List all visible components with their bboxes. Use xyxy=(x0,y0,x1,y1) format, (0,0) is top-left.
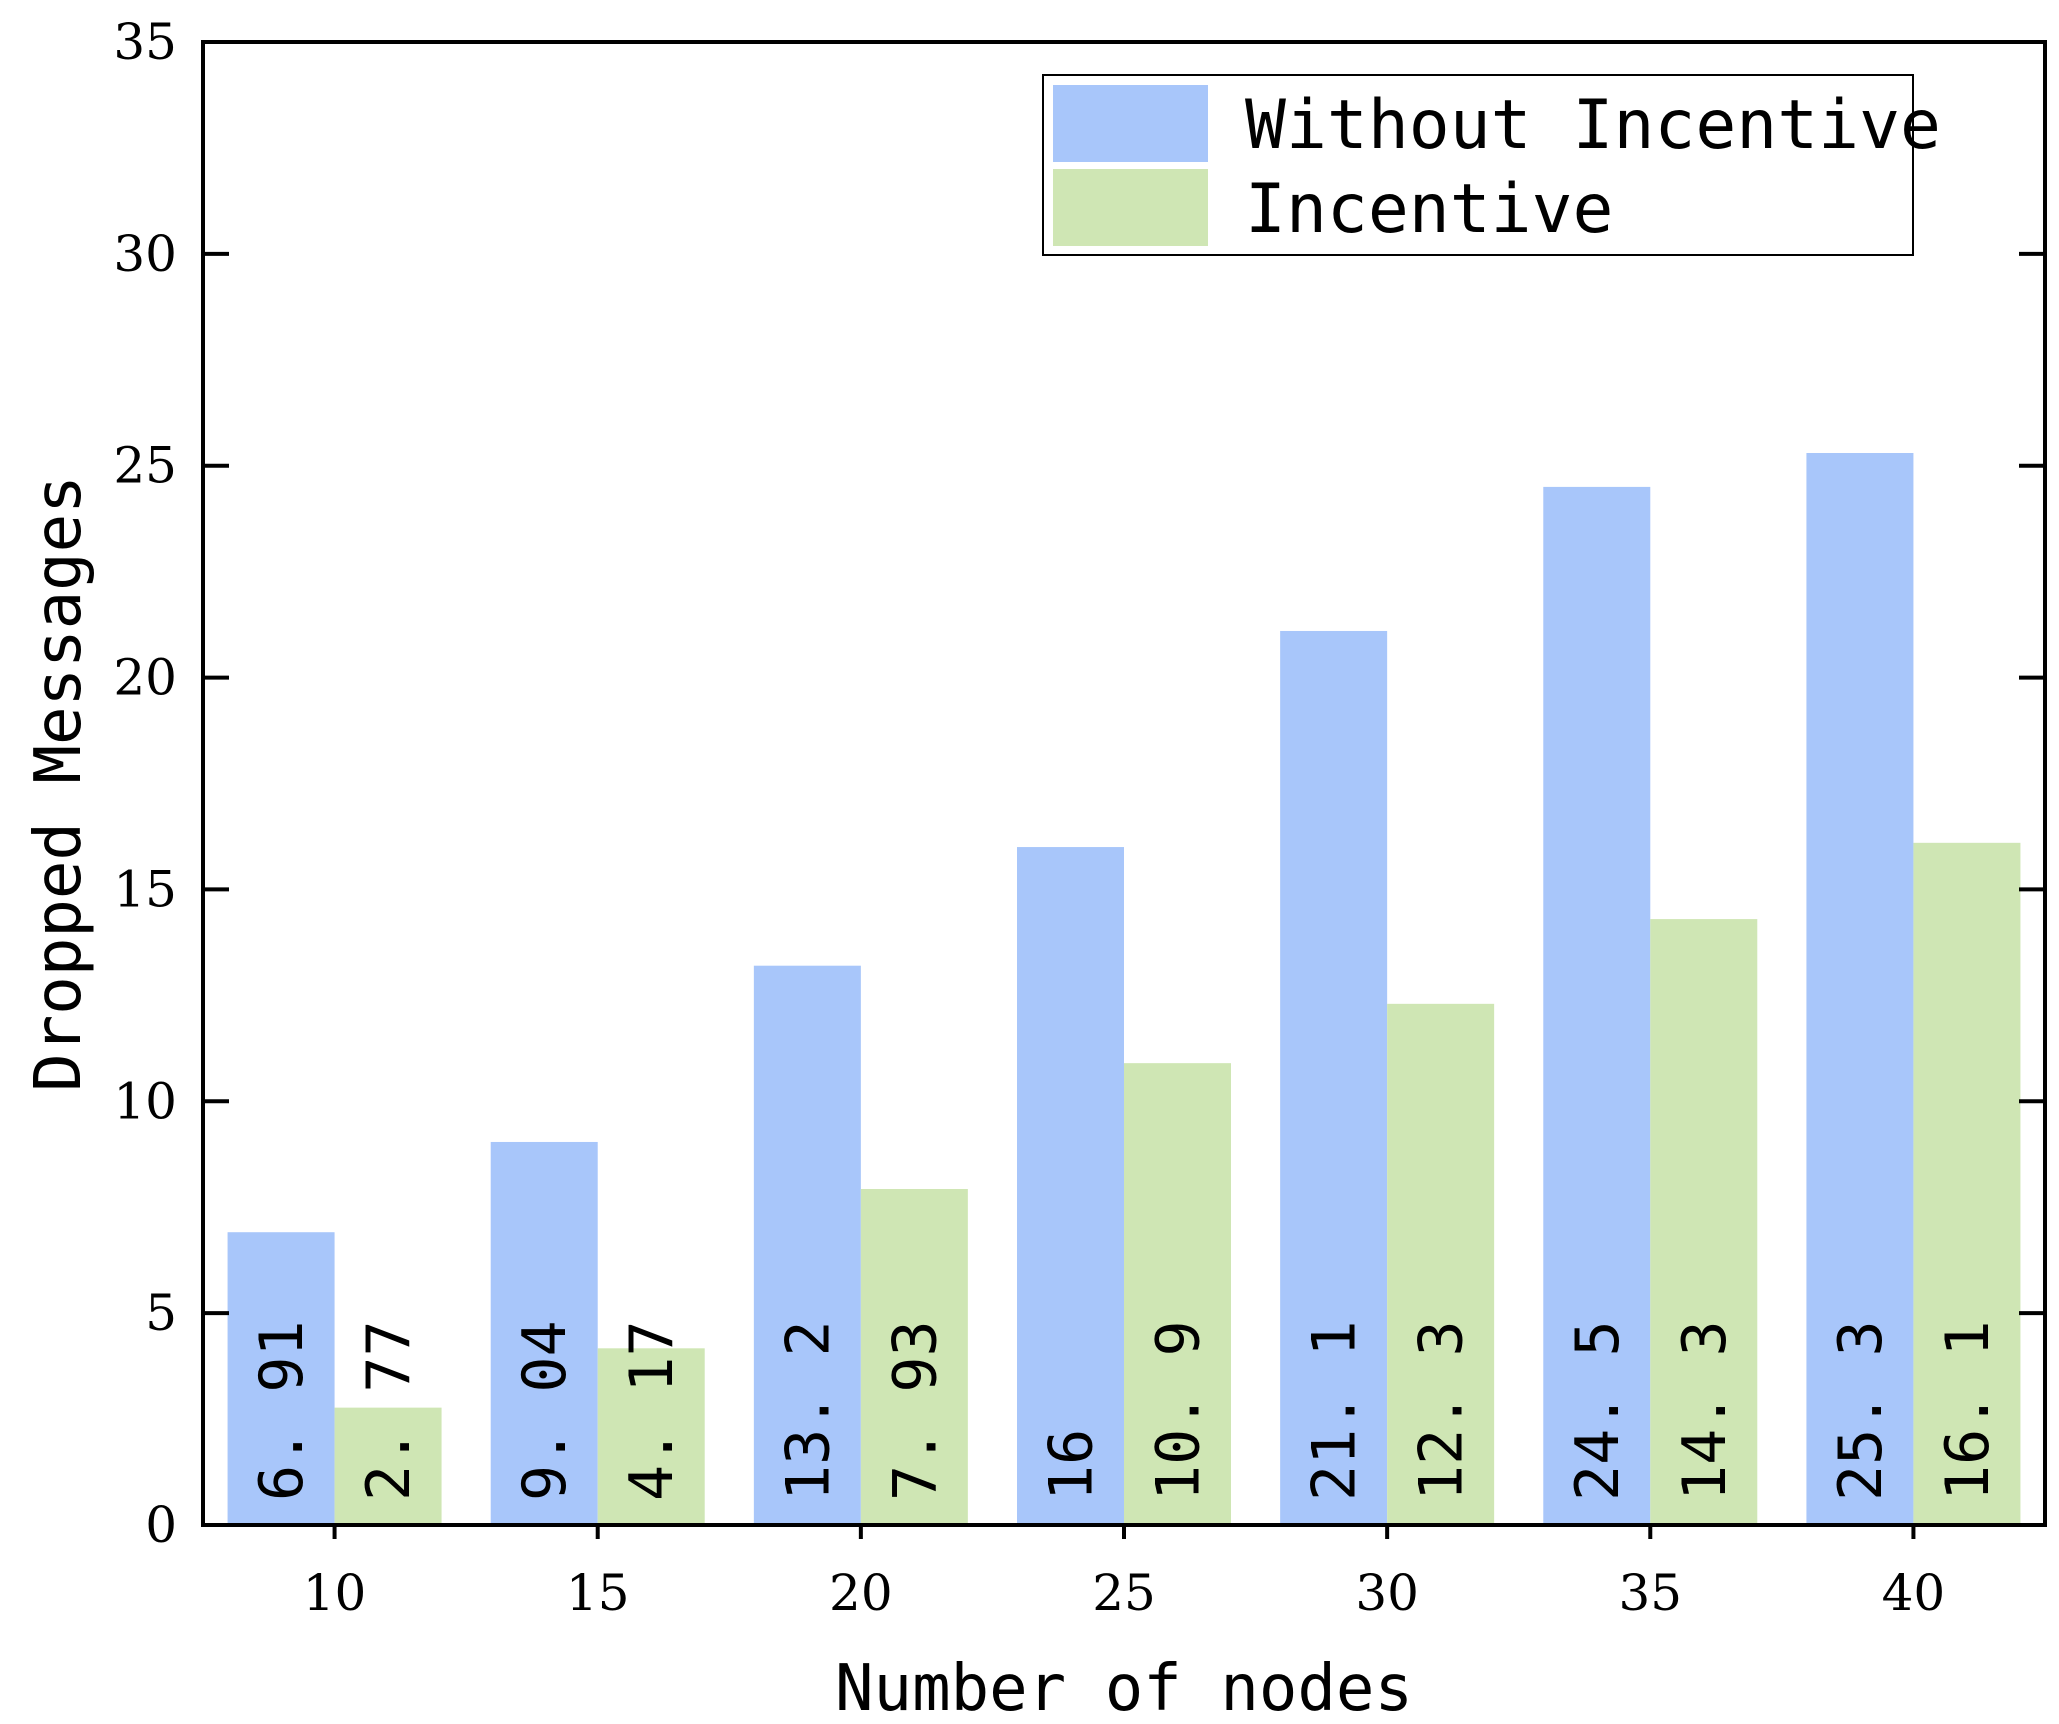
bar-incentive-15 xyxy=(597,1348,705,1525)
x-tick-label: 20 xyxy=(829,1564,893,1622)
bar-without-incentive-40 xyxy=(1806,453,1914,1525)
data-labels-layer: 6. 91 9. 04 13. 2 16 21. 1 24. 5 25. 3 2. 77 4. … xyxy=(247,1320,2003,1501)
y-tick-label: 5 xyxy=(145,1284,177,1342)
x-tick-label: 35 xyxy=(1618,1564,1682,1622)
y-tick-label: 25 xyxy=(113,437,177,495)
bars-layer xyxy=(227,453,2021,1525)
y-tick-label: 30 xyxy=(113,225,177,283)
ticks-layer xyxy=(203,40,2045,1539)
bar-without-incentive-35 xyxy=(1543,486,1651,1525)
bar-without-incentive-25 xyxy=(1017,847,1124,1525)
data-label-incentive-30: 12. 3 xyxy=(1407,1320,1477,1501)
legend: Without Incentive Incentive xyxy=(1042,74,1941,256)
y-axis-title: Dropped Messages xyxy=(22,475,96,1092)
data-label-incentive-40: 16. 1 xyxy=(1933,1320,2003,1501)
x-tick-label: 10 xyxy=(303,1564,367,1622)
legend-label-incentive: Incentive xyxy=(1245,170,1613,249)
y-tick-label: 0 xyxy=(145,1496,177,1554)
data-label-incentive-10: 2. 77 xyxy=(354,1320,424,1501)
legend-label-without-incentive: Without Incentive xyxy=(1245,86,1941,165)
data-label-without-incentive-20: 13. 2 xyxy=(773,1320,843,1501)
bar-without-incentive-30 xyxy=(1280,630,1388,1525)
legend-swatch-incentive xyxy=(1053,169,1208,246)
data-label-incentive-15: 4. 17 xyxy=(617,1320,687,1501)
bar-incentive-35 xyxy=(1650,919,1758,1525)
data-label-without-incentive-25: 16 xyxy=(1037,1429,1107,1501)
bar-incentive-40 xyxy=(1913,842,2021,1525)
x-axis-title: Number of nodes xyxy=(835,1652,1413,1724)
legend-swatch-without-incentive xyxy=(1053,85,1208,162)
x-tick-label: 25 xyxy=(1092,1564,1156,1622)
data-label-without-incentive-30: 21. 1 xyxy=(1300,1320,1370,1501)
bar-incentive-10 xyxy=(334,1407,442,1525)
data-label-without-incentive-40: 25. 3 xyxy=(1826,1320,1896,1501)
bar-without-incentive-20 xyxy=(753,965,861,1525)
x-tick-label: 15 xyxy=(566,1564,630,1622)
y-tick-label: 10 xyxy=(113,1072,177,1130)
bar-incentive-30 xyxy=(1387,1003,1495,1525)
x-tick-label: 30 xyxy=(1355,1564,1419,1622)
bar-without-incentive-15 xyxy=(490,1141,598,1525)
data-label-incentive-20: 7. 93 xyxy=(880,1320,950,1501)
data-label-incentive-25: 10. 9 xyxy=(1144,1320,1214,1501)
y-tick-label: 20 xyxy=(113,649,177,707)
data-label-without-incentive-35: 24. 5 xyxy=(1563,1320,1633,1501)
x-tick-label: 40 xyxy=(1882,1564,1946,1622)
tick-labels-layer: 0 5 10 15 20 25 30 35 10 15 20 25 30 35 40 xyxy=(113,13,1945,1622)
data-label-incentive-35: 14. 3 xyxy=(1670,1320,1740,1501)
data-label-without-incentive-10: 6. 91 xyxy=(247,1320,317,1501)
y-tick-label: 35 xyxy=(113,13,177,71)
data-label-without-incentive-15: 9. 04 xyxy=(510,1320,580,1501)
bar-incentive-25 xyxy=(1124,1063,1231,1525)
y-tick-label: 15 xyxy=(113,860,177,918)
bar-incentive-20 xyxy=(860,1188,968,1525)
bar-without-incentive-10 xyxy=(227,1232,335,1525)
